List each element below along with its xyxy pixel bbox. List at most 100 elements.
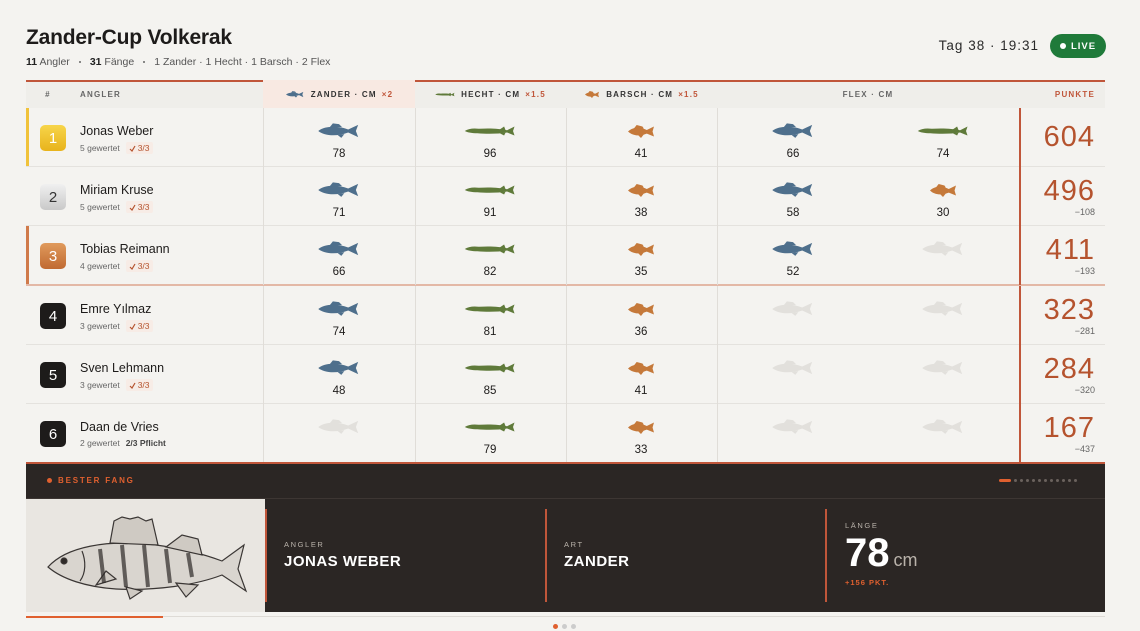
col-zander: ZANDER · CM ×2: [263, 80, 415, 108]
check-icon: [129, 145, 136, 152]
fish-icon: [626, 184, 656, 197]
page-dot-active[interactable]: [553, 624, 558, 629]
fish-icon: [316, 182, 362, 198]
col-label: ZANDER · CM: [310, 89, 377, 99]
fish-placeholder: [316, 419, 362, 435]
carousel-dot: [1062, 479, 1065, 482]
angler-name: Sven Lehmann: [80, 361, 165, 375]
title: Zander-Cup Volkerak: [26, 26, 232, 49]
catch-length: 58: [786, 207, 800, 219]
fish-placeholder: [920, 360, 966, 376]
progress-track: [26, 616, 1105, 617]
stat-label: Angler: [39, 56, 70, 68]
col-angler: ANGLER: [80, 89, 121, 99]
fish-icon: [316, 241, 362, 257]
progress-bar: [26, 616, 163, 618]
cell-divider: [263, 345, 264, 404]
row-divider: [26, 166, 1105, 167]
carousel-dot: [1074, 479, 1077, 482]
live-button[interactable]: LIVE: [1050, 34, 1106, 58]
stats: 11 Angler 31 Fänge 1 Zander · 1 Hecht · …: [26, 56, 330, 68]
fish-placeholder: [770, 360, 816, 376]
cell-divider: [263, 226, 264, 285]
angler-name: Daan de Vries: [80, 420, 159, 434]
length-unit: cm: [893, 550, 918, 570]
points-divider: [1019, 345, 1021, 404]
carousel-dot: [1020, 479, 1023, 482]
page-dot[interactable]: [562, 624, 567, 629]
points: 604: [1043, 121, 1095, 153]
bonus: +156 PKT.: [845, 578, 890, 587]
counted: 4 gewertet: [80, 261, 120, 271]
catch-length: 38: [634, 207, 648, 219]
check-icon: [129, 204, 136, 211]
cell-divider: [263, 286, 264, 345]
live-label: LIVE: [1070, 40, 1097, 52]
col-label: HECHT · CM: [461, 89, 521, 99]
rank-badge: 4: [40, 303, 66, 329]
table-header: [26, 80, 1105, 108]
catch-length: 74: [936, 148, 950, 160]
angler-meta: 3 gewertet 3/3: [80, 320, 153, 332]
fish-icon: [316, 123, 362, 139]
stat-count: 11: [26, 56, 38, 68]
catch-length: 82: [483, 266, 497, 278]
points-diff: −108: [1074, 207, 1095, 217]
rule-met: 3/3: [125, 379, 153, 391]
row-divider: [26, 403, 1105, 404]
carousel-dot: [1038, 479, 1041, 482]
angler-meta: 5 gewertet 3/3: [80, 142, 153, 154]
angler-meta: 4 gewertet 3/3: [80, 260, 153, 272]
cell-divider: [415, 108, 416, 167]
species-value: ZANDER: [564, 553, 630, 570]
col-factor: ×1.5: [678, 89, 699, 99]
fish-placeholder: [920, 419, 966, 435]
live-dot: [1059, 43, 1066, 49]
col-factor: ×1.5: [525, 89, 546, 99]
catch-length: 36: [634, 326, 648, 338]
points-diff: −193: [1074, 266, 1095, 276]
cell-divider: [717, 108, 718, 167]
col-icon: [584, 91, 600, 98]
points-divider: [1019, 108, 1021, 167]
fish-icon: [316, 360, 362, 376]
angler-name: Jonas Weber: [80, 124, 154, 138]
rule-met: 3/3: [125, 201, 153, 213]
counted: 5 gewertet: [80, 202, 120, 212]
clock: Tag 38 · 19:31: [938, 38, 1039, 53]
panel-separator: [545, 509, 547, 602]
panel-divider: [26, 498, 1105, 499]
fish-icon: [626, 362, 656, 375]
cell-divider: [566, 345, 567, 404]
cell-divider: [566, 404, 567, 463]
catch-length: 74: [332, 326, 346, 338]
catch-length: 79: [483, 444, 497, 456]
rank-badge: 2: [40, 184, 66, 210]
rank-badge: 5: [40, 362, 66, 388]
cell-divider: [415, 167, 416, 226]
fish-icon: [464, 421, 516, 433]
species-breakdown: 1 Zander · 1 Hecht · 1 Barsch · 2 Flex: [154, 56, 331, 68]
carousel-dots: [999, 479, 1077, 482]
cell-divider: [717, 286, 718, 345]
points: 284: [1043, 353, 1095, 385]
col-factor: ×2: [381, 89, 394, 99]
angler-meta: 3 gewertet 3/3: [80, 379, 153, 391]
col-rank: #: [45, 89, 51, 99]
rule-text: 3/3: [137, 261, 150, 271]
perch-drawing: [47, 516, 248, 600]
panel-separator: [265, 509, 267, 602]
page-dot[interactable]: [571, 624, 576, 629]
catch-length: 41: [634, 148, 648, 160]
cell-divider: [263, 167, 264, 226]
points-divider: [1019, 404, 1021, 463]
rule-met: 3/3: [125, 142, 153, 154]
catch-length: 52: [786, 266, 800, 278]
carousel-dot: [1050, 479, 1053, 482]
col-icon: [435, 92, 455, 97]
panel-dot: [47, 478, 52, 483]
fish-placeholder: [770, 419, 816, 435]
points-divider: [1019, 167, 1021, 226]
angler-label: ANGLER: [284, 540, 325, 549]
